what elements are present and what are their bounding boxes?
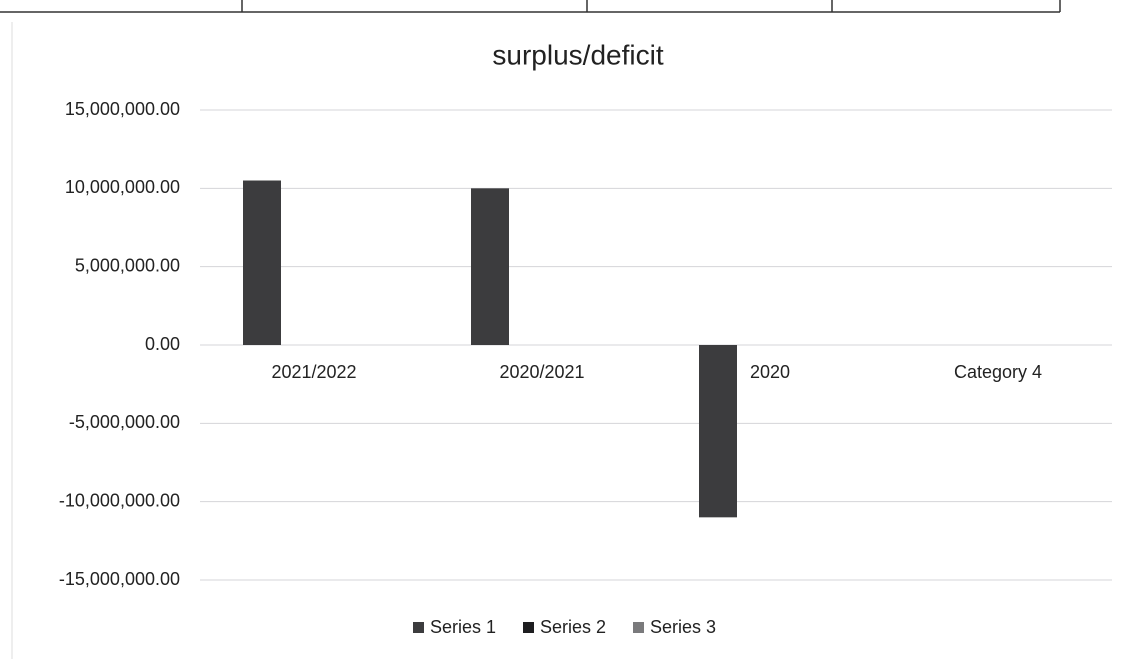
- y-tick-label: -10,000,000.00: [59, 490, 180, 510]
- x-tick-label: 2020: [750, 362, 790, 382]
- x-tick-label: 2020/2021: [499, 362, 584, 382]
- legend-label: Series 2: [540, 617, 606, 637]
- legend-swatch: [633, 622, 644, 633]
- y-tick-label: -5,000,000.00: [69, 412, 180, 432]
- y-tick-label: 10,000,000.00: [65, 177, 180, 197]
- x-tick-label: 2021/2022: [271, 362, 356, 382]
- y-tick-label: 5,000,000.00: [75, 255, 180, 275]
- bar: [471, 188, 509, 345]
- y-tick-label: 0.00: [145, 334, 180, 354]
- table-fragment: [0, 0, 1061, 13]
- legend-swatch: [413, 622, 424, 633]
- legend-swatch: [523, 622, 534, 633]
- legend-label: Series 3: [650, 617, 716, 637]
- legend-label: Series 1: [430, 617, 496, 637]
- bar: [243, 180, 281, 345]
- bar: [699, 345, 737, 518]
- y-tick-label: -15,000,000.00: [59, 569, 180, 589]
- x-tick-label: Category 4: [954, 362, 1042, 382]
- chart-title: surplus/deficit: [492, 39, 663, 70]
- y-tick-label: 15,000,000.00: [65, 99, 180, 119]
